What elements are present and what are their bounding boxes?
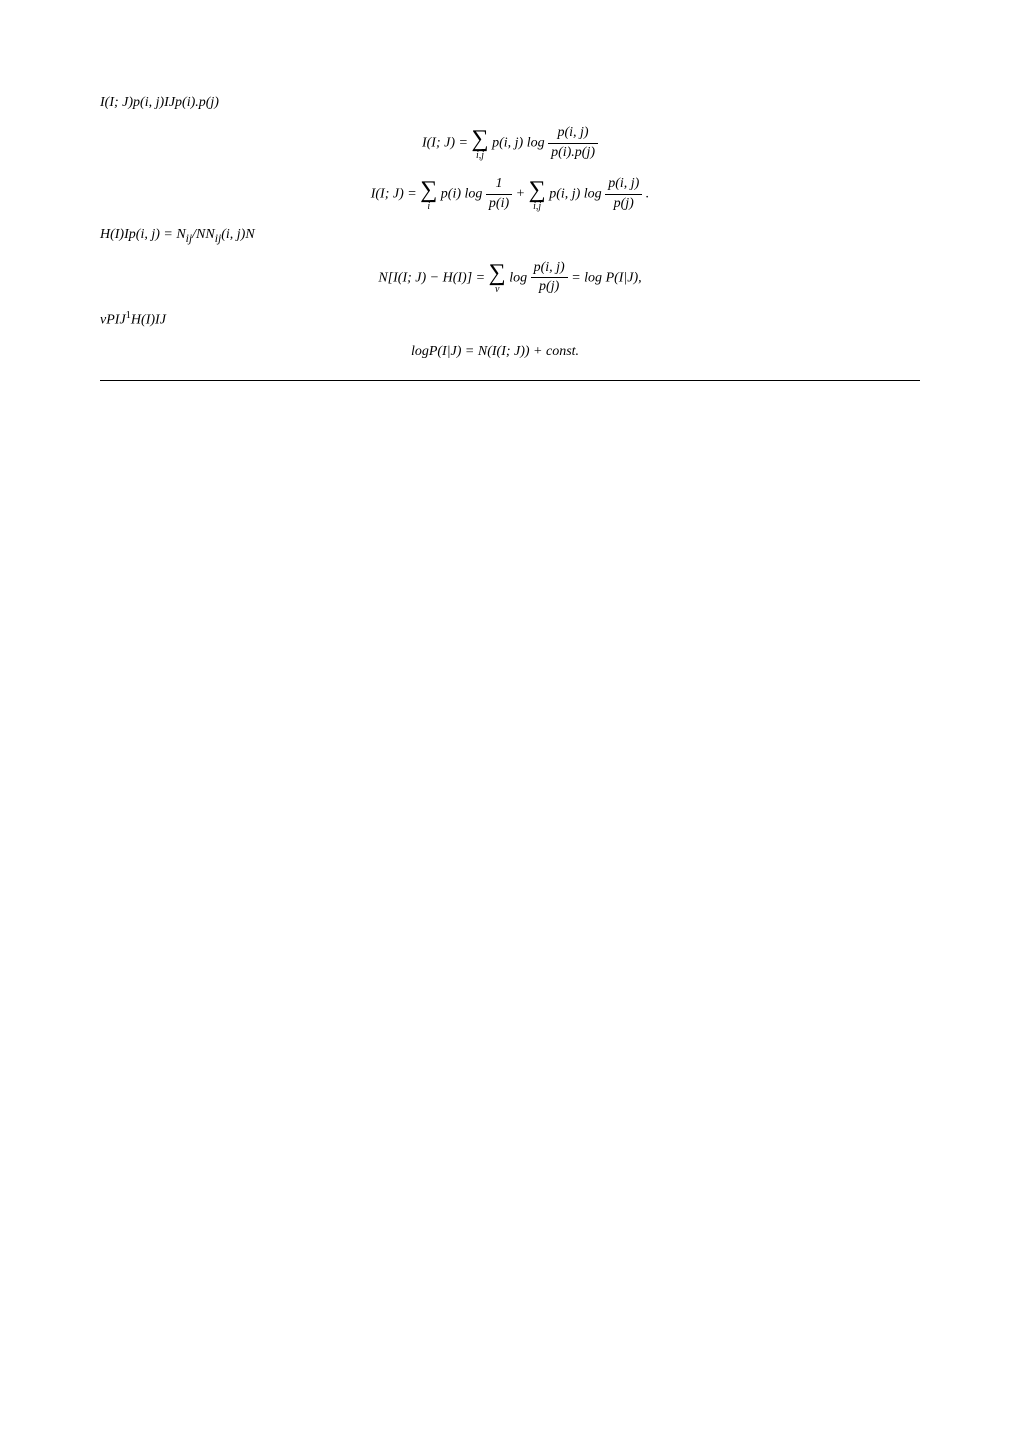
inline-math: J: [160, 313, 166, 328]
paragraph-5: vPIJ1H(I)IJ: [100, 309, 920, 331]
inline-math: p(i).p(j): [175, 95, 219, 110]
equation-mi-definition: I(I; J) = ∑i,j p(i, j) log p(i, j)p(i).p…: [100, 124, 920, 163]
inline-math: (i, j): [221, 227, 245, 242]
section-heading-1: [100, 60, 920, 82]
footnotes-block: [100, 380, 920, 385]
inline-math: N: [245, 227, 254, 242]
inline-math: H(I): [131, 313, 155, 328]
paragraph-2: I(I; J)p(i, j)IJp(i).p(j): [100, 94, 920, 113]
inline-math: P: [106, 313, 115, 328]
equation-n-expression: N[I(I; J) − H(I)] = ∑v log p(i, j)p(j) =…: [100, 259, 920, 298]
inline-math: I(I; J): [100, 95, 133, 110]
inline-math: p(i, j): [133, 95, 164, 110]
equation-1: logP(I|J) = N(I(I; J)) + const.: [100, 343, 920, 362]
inline-math: p(i, j) = Nij/N: [129, 227, 206, 242]
paragraph-4: H(I)Ip(i, j) = Nij/NNij(i, j)N: [100, 226, 920, 247]
inline-math: Nij: [205, 227, 221, 242]
equation-mi-split: I(I; J) = ∑i p(i) log 1p(i) + ∑i,j p(i, …: [100, 175, 920, 214]
inline-math: H(I): [100, 227, 124, 242]
